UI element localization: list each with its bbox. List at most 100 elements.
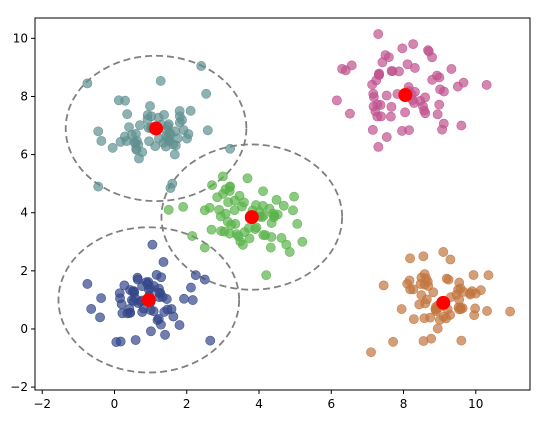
data-point (297, 236, 308, 247)
data-point (167, 178, 178, 189)
data-point (261, 270, 272, 281)
data-point (402, 59, 413, 70)
data-point (226, 219, 237, 230)
data-point (418, 336, 429, 346)
data-point (467, 286, 477, 297)
cluster-centroid (436, 295, 451, 310)
data-point (434, 99, 445, 110)
data-point (162, 304, 173, 315)
data-point (438, 118, 449, 129)
data-point (483, 270, 494, 281)
data-point (137, 281, 148, 292)
data-point (93, 181, 104, 192)
data-point (432, 323, 443, 334)
data-point (375, 100, 386, 110)
data-point (278, 200, 289, 211)
data-point (423, 46, 434, 57)
data-point (405, 253, 415, 264)
data-point (116, 299, 127, 310)
data-point (396, 304, 407, 314)
data-point (95, 312, 105, 323)
data-point (445, 254, 456, 265)
data-point (378, 280, 389, 291)
data-point (288, 205, 298, 216)
data-point (163, 204, 174, 215)
data-point (402, 278, 413, 289)
data-point (455, 283, 466, 294)
data-point (201, 88, 212, 99)
y-tick-label: 2 (20, 264, 28, 278)
data-point (152, 315, 163, 325)
data-point (386, 101, 397, 112)
data-point (202, 125, 213, 136)
data-point (381, 132, 392, 142)
data-point (146, 326, 156, 337)
data-point (174, 320, 185, 330)
data-point (135, 120, 145, 131)
data-point (145, 305, 156, 316)
data-point (505, 306, 516, 317)
data-point (212, 192, 223, 203)
data-point (160, 329, 170, 340)
data-point (373, 141, 384, 152)
data-point (268, 208, 279, 219)
data-point (190, 270, 201, 281)
data-point (205, 335, 216, 346)
data-point (155, 76, 166, 86)
data-point (394, 66, 404, 77)
x-tick-label: 8 (400, 397, 408, 411)
data-point (217, 171, 228, 182)
x-tick-label: 2 (183, 397, 191, 411)
plot-content (57, 29, 516, 374)
cluster-centroid (244, 210, 259, 225)
data-point (368, 92, 379, 102)
data-point (242, 173, 253, 184)
data-point (137, 307, 148, 317)
data-point (207, 180, 217, 191)
data-point (419, 105, 429, 116)
data-point (124, 122, 134, 132)
data-point (445, 310, 456, 320)
data-point (132, 272, 143, 283)
data-point (182, 133, 192, 144)
data-point (93, 126, 104, 137)
x-tick-label: 4 (255, 397, 263, 411)
data-point (178, 202, 189, 212)
data-point (145, 101, 155, 111)
data-point (115, 136, 126, 147)
y-tick-label: 0 (20, 322, 28, 336)
data-point (432, 109, 443, 120)
data-point (408, 314, 419, 325)
axes: −2 0 2 4 6 8 10 −2 0 2 4 6 8 10 (10, 17, 531, 411)
axes-frame (34, 17, 531, 391)
data-point (130, 335, 141, 345)
x-tick-label: 10 (468, 397, 483, 411)
data-point (86, 304, 97, 314)
data-point (122, 308, 133, 319)
data-point (469, 310, 480, 321)
data-point (158, 257, 169, 267)
data-point (385, 111, 396, 122)
data-point (438, 247, 449, 257)
data-point (388, 336, 399, 347)
data-point (142, 114, 153, 125)
data-point (199, 205, 210, 216)
data-point (127, 295, 137, 306)
data-point (441, 273, 452, 284)
data-point (186, 282, 196, 293)
data-point (185, 105, 196, 116)
cluster-boundary-circle (160, 143, 344, 291)
data-point (366, 347, 376, 358)
data-point (456, 120, 467, 131)
data-point (427, 74, 438, 85)
x-tick-label: 0 (111, 397, 119, 411)
data-point (383, 52, 394, 63)
data-point (439, 86, 449, 97)
data-point (258, 230, 269, 240)
data-point (373, 29, 384, 39)
data-point (250, 224, 261, 234)
cluster-centroid (141, 292, 156, 307)
data-point (284, 247, 295, 257)
data-point (82, 78, 93, 89)
data-point (250, 200, 261, 210)
